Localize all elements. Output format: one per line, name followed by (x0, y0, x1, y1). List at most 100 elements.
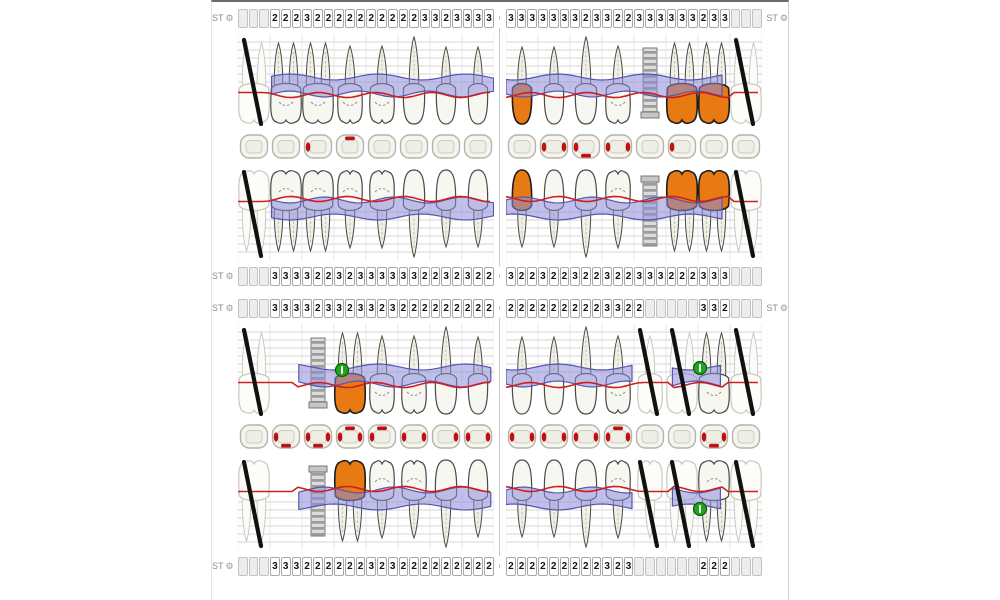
probing-depth-cell[interactable]: 2 (409, 298, 419, 318)
occlusal-view-tooth[interactable] (239, 424, 269, 449)
occlusal-view-tooth[interactable] (431, 134, 461, 159)
probing-depth-cell[interactable]: 2 (334, 8, 345, 28)
probing-depth-cell[interactable]: 2 (570, 556, 580, 576)
probing-depth-cell[interactable]: 2 (462, 298, 473, 318)
probing-depth-cell[interactable]: 3 (677, 8, 687, 28)
probing-depth-cell[interactable]: 2 (430, 556, 441, 576)
probing-depth-cell[interactable]: 2 (409, 8, 419, 28)
occlusal-row-a-left[interactable] (238, 132, 494, 162)
probing-depth-cell[interactable] (634, 556, 645, 576)
probing-depth-cell[interactable]: 3 (280, 556, 291, 576)
gear-icon[interactable]: ⚙ (779, 302, 788, 313)
gear-icon[interactable]: ⚙ (225, 12, 234, 23)
probing-depth-cell[interactable] (752, 556, 762, 576)
probing-depth-cell[interactable] (741, 266, 752, 286)
probing-depth-cell[interactable] (730, 266, 741, 286)
probing-depth-cell[interactable]: 3 (623, 556, 634, 576)
probing-depth-cell[interactable]: 3 (387, 298, 398, 318)
arch-a-lower-left-quadrant[interactable] (238, 162, 494, 264)
probing-depth-cell[interactable]: 3 (280, 266, 291, 286)
occlusal-view-tooth[interactable] (539, 134, 569, 159)
occlusal-view-tooth[interactable] (303, 134, 333, 159)
occlusal-row-b-left[interactable] (238, 422, 494, 452)
occlusal-row-b-right[interactable] (506, 422, 762, 452)
probing-depth-cell[interactable] (677, 556, 687, 576)
probing-depth-cell[interactable]: 3 (602, 556, 613, 576)
probing-depth-cell[interactable]: 2 (323, 266, 334, 286)
probing-depth-cell[interactable]: 2 (613, 266, 623, 286)
probing-depth-cell[interactable] (666, 556, 677, 576)
probing-depth-cell[interactable]: 2 (527, 556, 538, 576)
occlusal-view-tooth[interactable] (731, 134, 761, 159)
probing-depth-cell[interactable]: 2 (720, 298, 730, 318)
probing-depth-cell[interactable]: 3 (506, 266, 516, 286)
probing-depth-cell[interactable]: 3 (419, 8, 430, 28)
gear-icon[interactable]: ⚙ (225, 302, 234, 313)
probing-depth-cell[interactable]: 2 (580, 266, 591, 286)
probing-depth-cell[interactable]: 3 (302, 298, 312, 318)
occlusal-row-a-right[interactable] (506, 132, 762, 162)
probing-depth-cell[interactable]: 2 (580, 298, 591, 318)
probing-depth-cell[interactable]: 2 (441, 298, 452, 318)
probing-depth-cell[interactable]: 2 (677, 266, 687, 286)
probing-depth-cell[interactable]: 2 (280, 8, 291, 28)
gear-icon[interactable]: ⚙ (225, 270, 234, 281)
probing-depth-cell[interactable]: 2 (559, 266, 570, 286)
arch-b-lower-right-quadrant[interactable] (506, 452, 762, 554)
probing-depth-cell[interactable]: 2 (473, 298, 484, 318)
occlusal-view-tooth[interactable] (667, 424, 697, 449)
probing-depth-cell[interactable]: 2 (398, 556, 409, 576)
probing-depth-cell[interactable]: 2 (580, 556, 591, 576)
probing-depth-cell[interactable]: 3 (270, 298, 280, 318)
probing-depth-cell[interactable]: 3 (441, 266, 452, 286)
probing-depth-cell[interactable]: 2 (473, 266, 484, 286)
occlusal-view-tooth[interactable] (271, 134, 301, 159)
probing-depth-cell[interactable]: 3 (570, 266, 580, 286)
occlusal-view-tooth[interactable] (667, 134, 697, 159)
probing-depth-cell[interactable]: 2 (366, 8, 377, 28)
arch-a-upper-right-quadrant[interactable] (506, 30, 762, 132)
probing-depth-cell[interactable]: 2 (377, 556, 387, 576)
furcation-marker-icon[interactable] (334, 362, 350, 378)
probing-depth-cell[interactable] (752, 298, 762, 318)
probing-depth-cell[interactable]: 3 (291, 556, 302, 576)
probing-depth-cell[interactable]: 2 (409, 556, 419, 576)
probing-depth-cell[interactable]: 3 (377, 266, 387, 286)
probing-depth-cell[interactable]: 3 (516, 8, 527, 28)
probing-depth-cell[interactable]: 2 (377, 8, 387, 28)
arch-b-lower-left-quadrant[interactable] (238, 452, 494, 554)
probing-depth-cell[interactable]: 3 (291, 266, 302, 286)
probing-depth-cell[interactable]: 2 (345, 266, 355, 286)
tooth-molar[interactable] (238, 331, 270, 414)
probing-depth-cell[interactable]: 3 (634, 8, 645, 28)
probing-depth-cell[interactable]: 2 (484, 556, 494, 576)
probing-depth-cell[interactable]: 2 (441, 8, 452, 28)
probing-depth-cell[interactable]: 3 (366, 266, 377, 286)
probing-depth-cell[interactable]: 2 (312, 266, 323, 286)
probing-depth-cell[interactable]: 2 (430, 298, 441, 318)
probing-depth-cell[interactable]: 2 (591, 556, 602, 576)
probing-depth-cell[interactable]: 3 (398, 266, 409, 286)
tooth-molar[interactable] (730, 331, 762, 414)
probing-depth-cell[interactable]: 3 (645, 266, 655, 286)
occlusal-view-tooth[interactable] (635, 424, 665, 449)
probing-depth-cell[interactable]: 2 (441, 556, 452, 576)
probing-depth-cell[interactable] (741, 8, 752, 28)
probing-depth-cell[interactable]: 2 (613, 8, 623, 28)
probing-depth-cell[interactable]: 2 (462, 556, 473, 576)
occlusal-view-tooth[interactable] (335, 424, 365, 449)
probing-depth-cell[interactable] (248, 556, 259, 576)
probing-depth-cell[interactable] (677, 298, 687, 318)
probing-depth-cell[interactable] (741, 298, 752, 318)
probing-depth-cell[interactable]: 2 (387, 8, 398, 28)
probing-depth-cell[interactable]: 3 (666, 8, 677, 28)
occlusal-view-tooth[interactable] (731, 424, 761, 449)
probing-depth-cell[interactable]: 3 (387, 266, 398, 286)
occlusal-view-tooth[interactable] (463, 424, 493, 449)
probing-depth-cell[interactable]: 2 (527, 266, 538, 286)
probing-depth-cell[interactable]: 3 (302, 8, 312, 28)
probing-depth-cell[interactable]: 3 (645, 8, 655, 28)
probing-depth-cell[interactable]: 2 (452, 266, 462, 286)
probing-depth-cell[interactable]: 3 (302, 266, 312, 286)
probing-depth-cell[interactable]: 2 (345, 556, 355, 576)
